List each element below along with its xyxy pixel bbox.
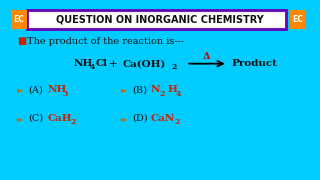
Text: 2: 2 bbox=[171, 63, 177, 71]
FancyBboxPatch shape bbox=[290, 10, 305, 29]
Text: NH: NH bbox=[47, 86, 67, 94]
Text: (C): (C) bbox=[28, 114, 44, 123]
Text: EC: EC bbox=[13, 15, 24, 24]
Text: 2: 2 bbox=[159, 90, 164, 98]
Text: Cl: Cl bbox=[95, 59, 107, 68]
Text: Ca(OH): Ca(OH) bbox=[122, 59, 166, 68]
Text: 2: 2 bbox=[174, 118, 179, 126]
Text: The product of the reaction is---: The product of the reaction is--- bbox=[27, 37, 184, 46]
Text: ►: ► bbox=[121, 114, 127, 123]
Text: ►: ► bbox=[121, 86, 127, 94]
Text: ■: ■ bbox=[17, 36, 26, 46]
Text: 4: 4 bbox=[90, 63, 95, 71]
Text: (B): (B) bbox=[132, 86, 147, 94]
Text: (A): (A) bbox=[28, 86, 43, 94]
FancyBboxPatch shape bbox=[12, 10, 27, 29]
Text: Δ: Δ bbox=[203, 52, 211, 61]
Text: 2: 2 bbox=[71, 118, 76, 126]
FancyBboxPatch shape bbox=[27, 10, 286, 29]
Text: (D): (D) bbox=[132, 114, 148, 123]
Text: QUESTION ON INORGANIC CHEMISTRY: QUESTION ON INORGANIC CHEMISTRY bbox=[56, 15, 264, 24]
Text: CaH: CaH bbox=[47, 114, 72, 123]
Text: 3: 3 bbox=[62, 90, 68, 98]
Text: NH: NH bbox=[74, 59, 93, 68]
Text: ►: ► bbox=[17, 86, 24, 94]
Text: Product: Product bbox=[231, 59, 277, 68]
Text: +: + bbox=[109, 59, 118, 69]
Text: ►: ► bbox=[17, 114, 24, 123]
Text: EC: EC bbox=[292, 15, 303, 24]
Text: N: N bbox=[151, 86, 160, 94]
Text: 4: 4 bbox=[176, 90, 181, 98]
Text: H: H bbox=[168, 86, 177, 94]
Text: CaN: CaN bbox=[151, 114, 175, 123]
